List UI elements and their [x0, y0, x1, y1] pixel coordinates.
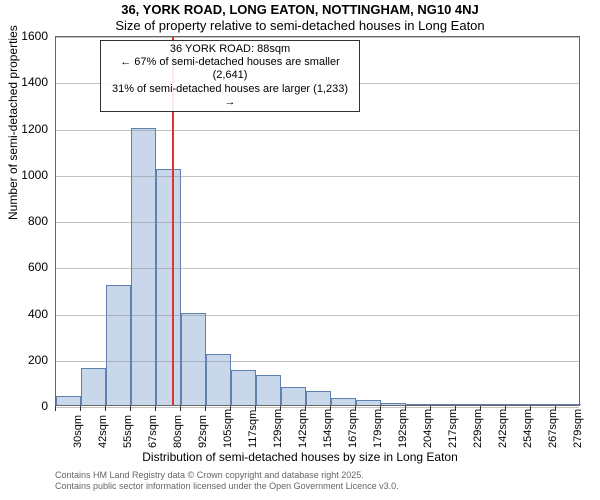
- gridline: [56, 176, 579, 177]
- gridline: [56, 37, 579, 38]
- annotation-line1: 36 YORK ROAD: 88sqm: [105, 43, 355, 56]
- chart-title-line1: 36, YORK ROAD, LONG EATON, NOTTINGHAM, N…: [0, 2, 600, 17]
- xtick-mark: [155, 406, 156, 411]
- xtick-mark: [405, 406, 406, 411]
- histogram-chart: 36, YORK ROAD, LONG EATON, NOTTINGHAM, N…: [0, 0, 600, 500]
- ytick-label: 1000: [8, 168, 48, 182]
- ytick-label: 400: [8, 307, 48, 321]
- xtick-mark: [480, 406, 481, 411]
- histogram-bar: [231, 370, 256, 405]
- ytick-label: 600: [8, 260, 48, 274]
- xtick-mark: [355, 406, 356, 411]
- xtick-label: 92sqm: [197, 415, 209, 448]
- chart-title-line2: Size of property relative to semi-detach…: [0, 18, 600, 33]
- xtick-mark: [505, 406, 506, 411]
- histogram-bar: [56, 396, 81, 405]
- histogram-bar: [481, 404, 506, 405]
- histogram-bar: [531, 404, 556, 405]
- xtick-label: 42sqm: [97, 415, 109, 448]
- ytick-label: 1200: [8, 122, 48, 136]
- xtick-label: 129sqm: [272, 409, 284, 448]
- histogram-bar: [431, 404, 456, 405]
- x-axis-label: Distribution of semi-detached houses by …: [0, 450, 600, 464]
- xtick-label: 254sqm: [522, 409, 534, 448]
- ytick-label: 800: [8, 214, 48, 228]
- xtick-label: 204sqm: [422, 409, 434, 448]
- gridline: [56, 222, 579, 223]
- ytick-label: 0: [8, 399, 48, 413]
- histogram-bar: [456, 404, 481, 405]
- xtick-label: 30sqm: [72, 415, 84, 448]
- xtick-mark: [255, 406, 256, 411]
- xtick-label: 80sqm: [172, 415, 184, 448]
- xtick-mark: [55, 406, 56, 411]
- gridline: [56, 315, 579, 316]
- annotation-line3: 31% of semi-detached houses are larger (…: [105, 83, 355, 109]
- xtick-label: 154sqm: [322, 409, 334, 448]
- xtick-mark: [530, 406, 531, 411]
- histogram-bar: [256, 375, 281, 405]
- histogram-bar: [106, 285, 131, 405]
- xtick-label: 67sqm: [147, 415, 159, 448]
- histogram-bar: [281, 387, 306, 406]
- xtick-label: 267sqm: [547, 409, 559, 448]
- xtick-mark: [180, 406, 181, 411]
- xtick-mark: [430, 406, 431, 411]
- gridline: [56, 130, 579, 131]
- ytick-label: 200: [8, 353, 48, 367]
- xtick-mark: [455, 406, 456, 411]
- histogram-bar: [81, 368, 106, 405]
- xtick-mark: [230, 406, 231, 411]
- histogram-bar: [156, 169, 181, 405]
- histogram-bar: [181, 313, 206, 406]
- gridline: [56, 407, 579, 408]
- histogram-bar: [556, 404, 581, 405]
- credits-line2: Contains public sector information licen…: [55, 481, 399, 492]
- xtick-mark: [305, 406, 306, 411]
- xtick-label: 279sqm: [572, 409, 584, 448]
- xtick-mark: [555, 406, 556, 411]
- histogram-bar: [331, 398, 356, 405]
- xtick-label: 217sqm: [447, 409, 459, 448]
- credits-line1: Contains HM Land Registry data © Crown c…: [55, 470, 399, 481]
- xtick-label: 105sqm: [222, 409, 234, 448]
- xtick-label: 229sqm: [472, 409, 484, 448]
- xtick-mark: [330, 406, 331, 411]
- ytick-label: 1600: [8, 29, 48, 43]
- histogram-bar: [206, 354, 231, 405]
- credits: Contains HM Land Registry data © Crown c…: [55, 470, 399, 492]
- histogram-bar: [406, 404, 431, 405]
- histogram-bar: [306, 391, 331, 405]
- ytick-label: 1400: [8, 75, 48, 89]
- histogram-bar: [506, 404, 531, 405]
- xtick-label: 117sqm: [247, 410, 259, 448]
- xtick-label: 242sqm: [497, 409, 509, 448]
- xtick-mark: [205, 406, 206, 411]
- xtick-label: 179sqm: [372, 409, 384, 448]
- xtick-mark: [105, 406, 106, 411]
- histogram-bar: [356, 400, 381, 405]
- xtick-mark: [380, 406, 381, 411]
- annotation-box: 36 YORK ROAD: 88sqm ← 67% of semi-detach…: [100, 40, 360, 112]
- gridline: [56, 361, 579, 362]
- xtick-label: 55sqm: [122, 415, 134, 448]
- xtick-mark: [80, 406, 81, 411]
- xtick-mark: [280, 406, 281, 411]
- histogram-bar: [131, 128, 156, 406]
- gridline: [56, 268, 579, 269]
- histogram-bar: [381, 403, 406, 405]
- xtick-label: 192sqm: [397, 409, 409, 448]
- annotation-line2: ← 67% of semi-detached houses are smalle…: [105, 56, 355, 82]
- xtick-mark: [130, 406, 131, 411]
- xtick-label: 167sqm: [347, 409, 359, 448]
- xtick-label: 142sqm: [297, 409, 309, 448]
